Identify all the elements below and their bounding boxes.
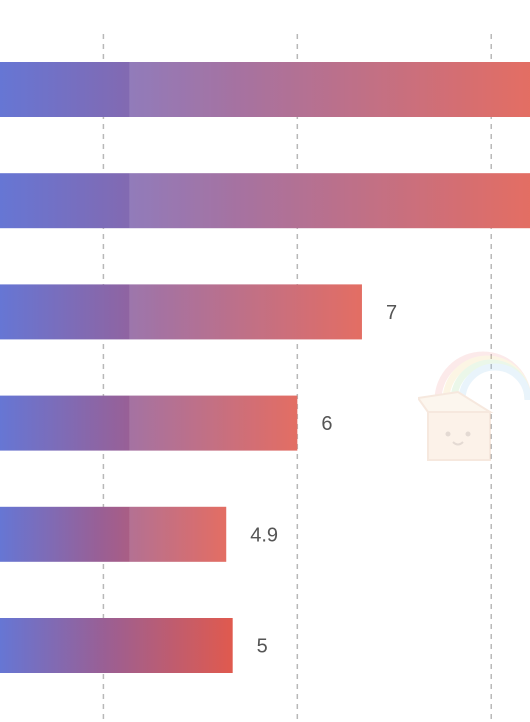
bar-segment-overlay xyxy=(129,618,232,673)
bar-3 xyxy=(0,284,362,340)
bar-segment-overlay xyxy=(129,284,362,340)
gridlines xyxy=(102,34,492,722)
bar-fill xyxy=(0,618,233,673)
data-label-4: 6 xyxy=(321,413,332,435)
bar-5 xyxy=(0,506,227,562)
bar-6 xyxy=(0,618,233,673)
rainbow-gift-box-icon xyxy=(418,351,530,461)
bar-2 xyxy=(0,173,530,229)
data-labels: 764.95 xyxy=(250,302,397,658)
bar-4 xyxy=(0,395,298,451)
bar-segment-overlay xyxy=(129,173,530,229)
bar-segment-overlay xyxy=(129,506,227,562)
bar-fill xyxy=(0,62,530,117)
bar-segment-overlay xyxy=(129,62,530,117)
bars xyxy=(0,62,530,673)
bar-fill xyxy=(0,173,530,229)
bar-fill xyxy=(0,284,362,340)
bar-fill xyxy=(0,395,298,451)
data-label-6: 5 xyxy=(257,636,268,658)
data-label-3: 7 xyxy=(386,302,397,324)
bar-fill xyxy=(0,506,227,562)
bar-segment-overlay xyxy=(129,395,298,451)
data-label-5: 4.9 xyxy=(250,524,278,546)
bar-1 xyxy=(0,62,530,117)
